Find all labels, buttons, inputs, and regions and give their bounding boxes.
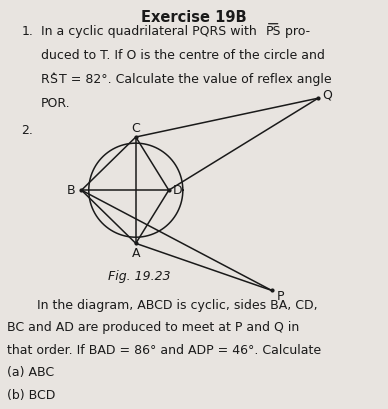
Text: BC and AD are produced to meet at P and Q in: BC and AD are produced to meet at P and …	[7, 321, 299, 334]
Text: Fig. 19.23: Fig. 19.23	[108, 270, 171, 283]
Text: P: P	[276, 290, 284, 303]
Text: C: C	[132, 121, 140, 135]
Text: (b) BCD: (b) BCD	[7, 389, 55, 402]
Text: T = 82°. Calculate the value of reflex angle: T = 82°. Calculate the value of reflex a…	[59, 73, 332, 86]
Text: D: D	[173, 184, 182, 197]
Text: Ŝ: Ŝ	[49, 73, 57, 86]
Text: In the diagram, ABCD is cyclic, sides BA, CD,: In the diagram, ABCD is cyclic, sides BA…	[21, 299, 318, 312]
Text: POR.: POR.	[41, 97, 70, 110]
Text: PS: PS	[266, 25, 281, 38]
Text: B: B	[66, 184, 75, 197]
Text: that order. If BAD = 86° and ADP = 46°. Calculate: that order. If BAD = 86° and ADP = 46°. …	[7, 344, 321, 357]
Text: R: R	[41, 73, 50, 86]
Text: duced to T. If O is the centre of the circle and: duced to T. If O is the centre of the ci…	[41, 49, 325, 62]
Text: Q: Q	[322, 88, 332, 101]
Text: 1.: 1.	[21, 25, 33, 38]
Text: (a) ABC: (a) ABC	[7, 366, 54, 379]
Text: pro-: pro-	[281, 25, 310, 38]
Text: In a cyclic quadrilateral PQRS with: In a cyclic quadrilateral PQRS with	[41, 25, 260, 38]
Text: A: A	[132, 247, 140, 260]
Text: Exercise 19B: Exercise 19B	[141, 10, 247, 25]
Text: 2.: 2.	[21, 124, 33, 137]
